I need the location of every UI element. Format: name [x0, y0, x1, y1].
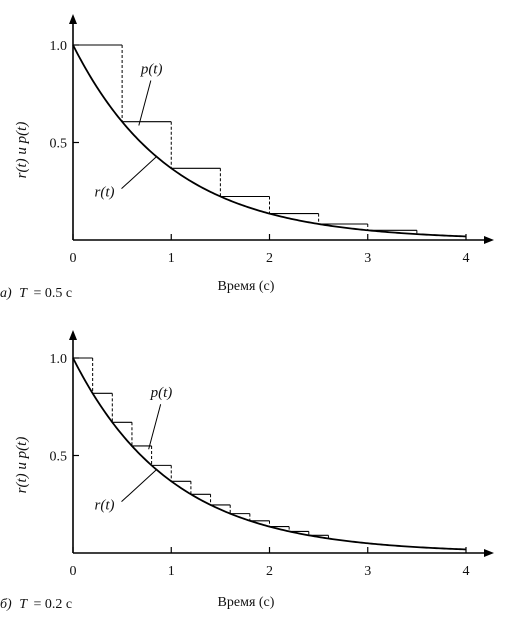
p-label-leader [148, 404, 162, 450]
y-tick-label: 0.5 [50, 137, 68, 152]
caption-letter: б) [0, 597, 12, 612]
x-axis-arrow [484, 549, 494, 557]
x-tick-label: 1 [168, 251, 175, 266]
x-tick-label: 4 [463, 251, 470, 266]
chart-panel-b: r(t) и p(t) Время (с) б) T = 0.2 с 0 1 2 3 4… [0, 330, 494, 612]
panel-caption: б) T = 0.2 с [0, 597, 72, 612]
x-tick-label: 0 [70, 564, 77, 579]
p-curve-label: p(t) [150, 385, 173, 401]
caption-var: T [19, 597, 28, 612]
x-tick-label: 0 [70, 251, 77, 266]
caption-letter: а) [0, 286, 12, 301]
y-axis-arrow [69, 14, 77, 24]
x-tick-label: 1 [168, 564, 175, 579]
caption-value: = 0.2 с [34, 597, 73, 612]
r-curve-label: r(t) [95, 185, 115, 201]
x-axis-label: Время (с) [218, 279, 275, 294]
p-curve-label: p(t) [140, 61, 163, 77]
y-tick-label: 1.0 [50, 39, 68, 54]
caption-value: = 0.5 с [33, 286, 72, 301]
panel-caption: а) T = 0.5 с [0, 286, 72, 301]
y-axis-arrow [69, 330, 77, 340]
y-axis-label: r(t) и p(t) [14, 437, 30, 494]
y-tick-label: 1.0 [50, 352, 68, 367]
x-tick-label: 2 [266, 564, 273, 579]
r-label-leader [121, 156, 157, 190]
decay-curve [72, 357, 467, 551]
caption-var: T [19, 286, 28, 301]
r-label-leader [121, 469, 157, 503]
x-axis-arrow [484, 236, 494, 244]
r-curve-label: r(t) [95, 498, 115, 514]
x-tick-label: 3 [364, 251, 371, 266]
y-axis-label: r(t) и p(t) [14, 122, 30, 179]
decay-curve [72, 44, 467, 238]
x-tick-label: 4 [463, 564, 470, 579]
x-tick-label: 2 [266, 251, 273, 266]
x-tick-label: 3 [364, 564, 371, 579]
x-axis-label: Время (с) [218, 595, 275, 610]
chart-panel-a: r(t) и p(t) Время (с) а) T = 0.5 с 0 1 2 3 4… [0, 14, 494, 301]
y-tick-label: 0.5 [50, 450, 68, 465]
p-label-leader [138, 80, 152, 126]
